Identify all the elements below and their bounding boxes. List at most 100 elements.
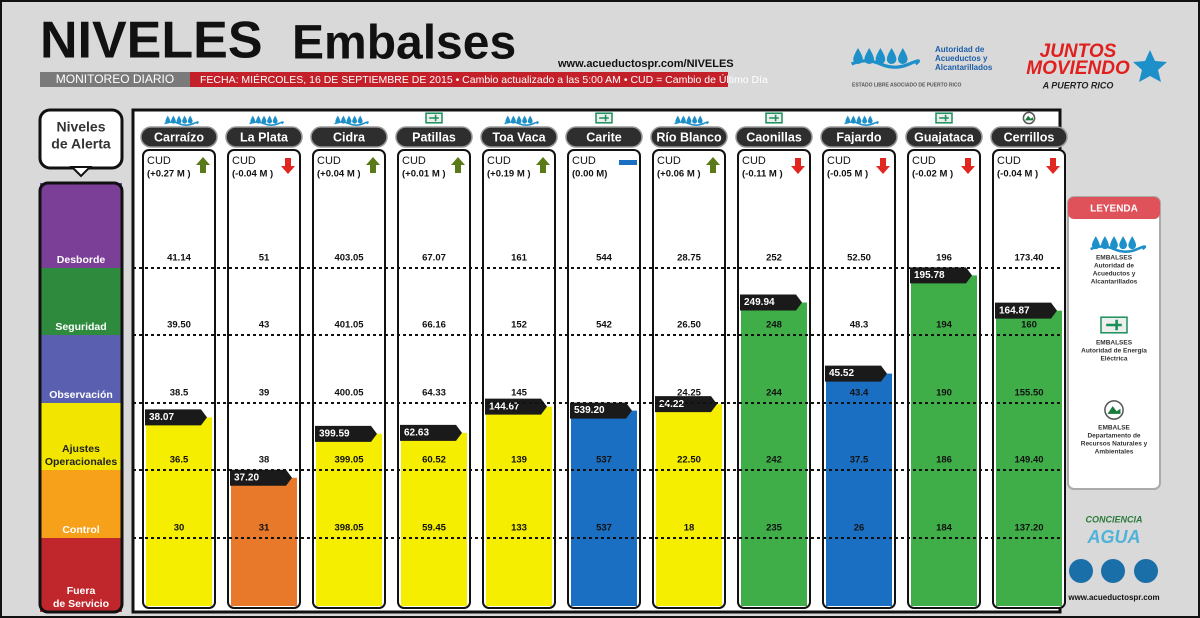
reservoir-name: Carraízo: [154, 130, 204, 144]
threshold-value: 235: [766, 523, 783, 534]
cud-change: (+0.27 M ): [147, 169, 191, 180]
drop-icon: [182, 115, 187, 124]
threshold-value: 22.50: [677, 455, 701, 466]
star-icon: [1133, 50, 1167, 82]
drop-icon: [875, 48, 886, 64]
threshold-value: 39.50: [167, 320, 191, 331]
threshold-value: 248: [766, 320, 782, 331]
reservoir-pill: [650, 126, 728, 148]
reservoir-name: Cidra: [333, 130, 366, 144]
reservoir-pill: [565, 126, 643, 148]
reservoir-pill: [905, 126, 983, 148]
subtitle: MONITOREO DIARIO: [56, 72, 174, 86]
level-bar: [996, 310, 1062, 606]
reservoir-name: Guajataca: [914, 130, 975, 144]
social-icon[interactable]: [1101, 559, 1125, 583]
aee-plug: [599, 114, 609, 122]
current-value: 195.78: [914, 270, 945, 281]
alert-band: [40, 403, 122, 470]
drop-icon: [862, 115, 867, 124]
threshold-value: 66.16: [422, 320, 446, 331]
trend-up: [451, 157, 465, 173]
reservoir-name: Toa Vaca: [492, 130, 546, 144]
reservoir-pill: [310, 126, 388, 148]
current-value: 24.22: [659, 399, 684, 410]
legend-text: Acueductos y: [1093, 271, 1136, 278]
reservoir-name: La Plata: [240, 130, 289, 144]
cud-label: CUD: [232, 155, 256, 167]
threshold-value: 37.5: [850, 455, 869, 466]
level-bar: [316, 433, 382, 606]
trend-down: [1046, 158, 1060, 174]
threshold-value: 252: [766, 253, 782, 264]
current-tag: [570, 402, 632, 419]
social-icon[interactable]: [1134, 559, 1158, 583]
alert-title: de Alerta: [51, 136, 111, 152]
legend-text: Autoridad de Energía: [1081, 348, 1147, 355]
wave-icon: [674, 121, 709, 126]
threshold-value: 403.05: [334, 253, 364, 264]
drop-icon: [686, 115, 692, 124]
cud-label: CUD: [912, 155, 936, 167]
threshold-value: 18: [684, 523, 695, 534]
drop-icon: [187, 115, 193, 124]
legend-text: Ambientales: [1095, 449, 1134, 456]
drop-icon: [898, 48, 908, 64]
cud-label: CUD: [147, 155, 171, 167]
threshold-value: 155.50: [1014, 388, 1043, 399]
cud-change: (+0.01 M ): [402, 169, 446, 180]
trend-up: [706, 157, 720, 173]
threshold-value: 30: [174, 523, 185, 534]
threshold-value: 149.40: [1014, 455, 1043, 466]
alert-frame: [38, 181, 124, 614]
drop-icon: [1119, 236, 1127, 250]
level-bar: [401, 432, 467, 606]
drna-mountain: [1107, 406, 1121, 414]
threshold-value: 67.07: [422, 253, 446, 264]
threshold-value: 537: [596, 455, 612, 466]
threshold-value: 26: [854, 523, 865, 534]
current-tag: [910, 267, 972, 284]
drop-icon: [867, 115, 873, 124]
alert-band: [40, 183, 122, 268]
cud-change: (+0.04 M ): [317, 169, 361, 180]
wave-icon: [249, 121, 284, 126]
threshold-value: 26.50: [677, 320, 701, 331]
drna-mountain: [1025, 115, 1033, 121]
threshold-value: 133: [511, 523, 527, 534]
alert-title: Niveles: [56, 119, 105, 135]
aee-plug: [939, 114, 949, 122]
current-tag: [145, 409, 207, 426]
alert-label: Ajustes: [62, 443, 100, 455]
level-bar: [571, 410, 637, 606]
trend-flat: [619, 160, 637, 165]
legend-text: Alcantarillados: [1091, 279, 1138, 286]
alert-label: Seguridad: [55, 321, 106, 333]
aee-plug: [769, 114, 779, 122]
slogan: MOVIENDO: [1026, 58, 1130, 79]
wave-icon: [164, 121, 199, 126]
campaign: AGUA: [1087, 527, 1141, 547]
legend-header: [1068, 197, 1160, 219]
alert-label: Control: [62, 524, 99, 536]
threshold-value: 542: [596, 320, 612, 331]
threshold-value: 161: [511, 253, 528, 264]
drop-icon: [267, 115, 272, 124]
reservoir-pill: [480, 126, 558, 148]
reservoir-name: Caonillas: [746, 130, 802, 144]
slogan: JUNTOS: [1040, 41, 1117, 62]
current-value: 37.20: [234, 472, 259, 483]
trend-down: [876, 158, 890, 174]
drop-icon: [357, 115, 363, 124]
social-icon[interactable]: [1069, 559, 1093, 583]
drop-icon: [1110, 236, 1118, 250]
threshold-value: 64.33: [422, 388, 446, 399]
threshold-value: 137.20: [1014, 523, 1043, 534]
threshold-value: 242: [766, 455, 782, 466]
reservoir-name: Carite: [586, 130, 621, 144]
alert-band: [40, 268, 122, 335]
threshold-value: 398.05: [334, 523, 364, 534]
subtitle-bar: [40, 72, 190, 87]
current-value: 62.63: [404, 428, 429, 439]
threshold-value: 36.5: [170, 455, 189, 466]
